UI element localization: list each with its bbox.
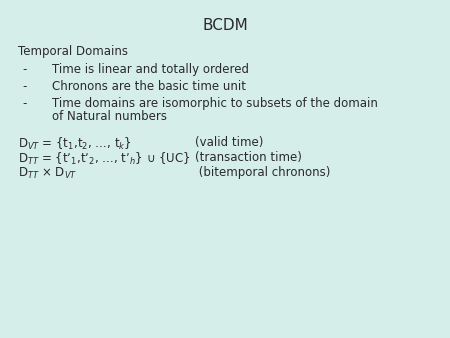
Text: (valid time): (valid time): [195, 136, 263, 149]
Text: of Natural numbers: of Natural numbers: [52, 110, 167, 123]
Text: Chronons are the basic time unit: Chronons are the basic time unit: [52, 80, 246, 93]
Text: BCDM: BCDM: [202, 18, 248, 33]
Text: (bitemporal chronons): (bitemporal chronons): [195, 166, 330, 179]
Text: D$_{VT}$ = {t$_{1}$,t$_{2}$, …, t$_{k}$}: D$_{VT}$ = {t$_{1}$,t$_{2}$, …, t$_{k}$}: [18, 136, 132, 152]
Text: -: -: [22, 80, 27, 93]
Text: (transaction time): (transaction time): [195, 151, 302, 164]
Text: -: -: [22, 63, 27, 76]
Text: D$_{TT}$ = {t’$_{1}$,t’$_{2}$, …, t’$_{h}$} ∪ {UC}: D$_{TT}$ = {t’$_{1}$,t’$_{2}$, …, t’$_{h…: [18, 151, 191, 167]
Text: -: -: [22, 97, 27, 110]
Text: D$_{TT}$ × D$_{VT}$: D$_{TT}$ × D$_{VT}$: [18, 166, 77, 181]
Text: Time is linear and totally ordered: Time is linear and totally ordered: [52, 63, 249, 76]
Text: Time domains are isomorphic to subsets of the domain: Time domains are isomorphic to subsets o…: [52, 97, 378, 110]
Text: Temporal Domains: Temporal Domains: [18, 45, 128, 58]
